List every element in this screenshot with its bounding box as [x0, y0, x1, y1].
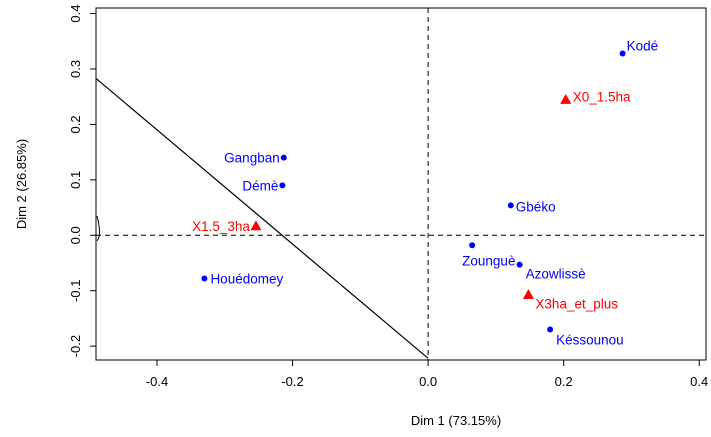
point-label: Kodé	[627, 38, 659, 53]
x-tick-label: 0.0	[419, 374, 437, 389]
y-tick-label: 0.3	[68, 60, 83, 78]
point-marker	[279, 182, 286, 189]
x-tick-label: 0.2	[555, 374, 573, 389]
point-label: X1.5_3ha	[192, 219, 250, 234]
boundary-line-group	[95, 77, 429, 359]
x-tick-label: 0.4	[690, 374, 708, 389]
x-tick-label: -0.4	[146, 374, 168, 389]
point-label: Zounguè	[462, 253, 515, 268]
x-tick-label: -0.2	[281, 374, 303, 389]
series-triangle: X0_1.5ha X1.5_3ha X3ha_et_plus	[192, 89, 631, 311]
y-axis-title: Dim 2 (26.85%)	[14, 139, 29, 229]
y-tick-label: -0.1	[68, 280, 83, 302]
point-marker	[507, 202, 514, 209]
point-marker	[250, 220, 262, 231]
y-tick-label: 0.0	[68, 226, 83, 244]
axes: -0.4 -0.2 0.0 0.2 0.4 -0.2 -0.1 0.0 0.1 0.2 0.3 0.4	[68, 5, 708, 389]
point-marker	[560, 93, 572, 104]
point-label: X3ha_et_plus	[535, 297, 618, 312]
data-points: Kodé Gangban Démè Gbéko Zounguè Azowlissè Houé…	[192, 38, 658, 347]
y-tick-label: 0.1	[68, 171, 83, 189]
point-marker	[522, 289, 534, 299]
point-label: Houédomey	[210, 272, 283, 287]
plot-frame	[95, 7, 707, 361]
boundary-arc-mark	[96, 215, 100, 242]
point-label: Gangban	[224, 151, 280, 166]
boundary-line	[95, 77, 429, 359]
point-marker	[280, 154, 287, 161]
x-axis-title: Dim 1 (73.15%)	[411, 413, 501, 428]
point-label: X0_1.5ha	[573, 89, 631, 104]
y-tick-label: -0.2	[68, 335, 83, 357]
series-circle: Kodé Gangban Démè Gbéko Zounguè Azowlissè Houé…	[201, 38, 659, 348]
y-tick-label: 0.4	[68, 5, 83, 23]
point-label: Gbéko	[516, 199, 556, 214]
reference-lines	[96, 8, 706, 360]
point-marker	[516, 261, 523, 268]
y-tick-label: 0.2	[68, 115, 83, 133]
point-marker	[469, 242, 476, 249]
point-label: Démè	[242, 178, 278, 193]
point-label: Késsounou	[556, 333, 624, 348]
point-marker	[619, 50, 626, 57]
point-label: Azowlissè	[526, 267, 586, 282]
point-marker	[547, 326, 554, 333]
point-marker	[201, 275, 208, 282]
